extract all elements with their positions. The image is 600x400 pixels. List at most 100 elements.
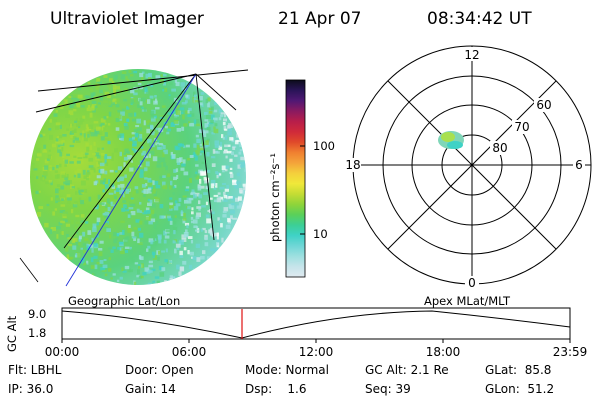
noise-pixel xyxy=(239,202,244,207)
noise-pixel xyxy=(121,248,124,251)
noise-pixel xyxy=(103,112,108,116)
noise-pixel xyxy=(164,72,170,78)
noise-pixel xyxy=(137,104,143,108)
noise-pixel xyxy=(114,148,119,153)
noise-pixel xyxy=(215,151,220,154)
noise-pixel xyxy=(106,228,111,232)
noise-pixel xyxy=(96,204,99,210)
noise-pixel xyxy=(101,147,104,150)
noise-pixel xyxy=(139,86,144,90)
noise-pixel xyxy=(161,250,166,253)
noise-pixel xyxy=(102,189,105,193)
noise-pixel xyxy=(130,99,135,104)
noise-pixel xyxy=(172,192,175,195)
noise-pixel xyxy=(160,157,166,163)
noise-pixel xyxy=(196,119,200,124)
noise-pixel xyxy=(35,190,39,194)
noise-pixel xyxy=(138,164,143,168)
noise-pixel xyxy=(183,232,189,237)
noise-pixel xyxy=(236,133,239,138)
noise-pixel xyxy=(157,139,160,144)
noise-pixel xyxy=(115,110,118,115)
noise-pixel xyxy=(127,228,133,233)
noise-pixel xyxy=(117,166,123,171)
noise-pixel xyxy=(239,188,243,193)
noise-pixel xyxy=(222,122,226,126)
noise-pixel xyxy=(125,121,129,124)
noise-pixel xyxy=(56,174,60,179)
noise-pixel xyxy=(226,150,232,154)
noise-pixel xyxy=(167,173,171,178)
noise-pixel xyxy=(140,275,144,279)
noise-pixel xyxy=(85,129,89,132)
noise-pixel xyxy=(78,121,83,125)
noise-pixel xyxy=(100,136,105,141)
noise-pixel xyxy=(234,140,239,145)
noise-pixel xyxy=(128,207,134,210)
info-ip: IP: 36.0 xyxy=(8,382,53,396)
noise-pixel xyxy=(68,95,73,98)
noise-pixel xyxy=(181,126,185,131)
noise-pixel xyxy=(133,238,136,241)
noise-pixel xyxy=(149,150,155,156)
noise-pixel xyxy=(106,116,109,119)
noise-pixel xyxy=(107,123,111,126)
noise-pixel xyxy=(182,114,185,120)
noise-pixel xyxy=(46,158,50,161)
noise-pixel xyxy=(90,167,95,171)
noise-pixel xyxy=(115,104,120,108)
noise-pixel xyxy=(33,168,38,171)
noise-pixel xyxy=(150,203,156,208)
noise-pixel xyxy=(156,157,162,160)
noise-pixel xyxy=(134,133,139,138)
noise-pixel xyxy=(59,135,63,139)
noise-pixel xyxy=(180,266,184,271)
noise-pixel xyxy=(71,130,76,133)
noise-pixel xyxy=(115,248,119,252)
noise-pixel xyxy=(77,242,81,246)
noise-pixel xyxy=(224,128,228,131)
noise-pixel xyxy=(135,125,140,128)
noise-pixel xyxy=(124,209,130,212)
noise-pixel xyxy=(239,149,244,152)
noise-pixel xyxy=(123,152,126,155)
noise-pixel xyxy=(55,188,59,194)
noise-pixel xyxy=(158,239,162,244)
noise-pixel xyxy=(142,210,148,215)
noise-pixel xyxy=(178,216,183,219)
noise-pixel xyxy=(83,152,89,155)
noise-pixel xyxy=(223,118,227,122)
noise-pixel xyxy=(201,227,206,231)
noise-pixel xyxy=(153,213,157,218)
noise-pixel xyxy=(100,118,106,123)
noise-pixel xyxy=(229,167,233,170)
noise-pixel xyxy=(234,154,238,157)
noise-pixel xyxy=(184,189,189,192)
noise-pixel xyxy=(72,139,76,143)
noise-pixel xyxy=(232,217,238,220)
noise-pixel xyxy=(114,195,117,199)
noise-pixel xyxy=(193,91,196,96)
noise-pixel xyxy=(165,165,168,171)
noise-pixel xyxy=(214,123,218,127)
noise-pixel xyxy=(104,124,108,127)
noise-pixel xyxy=(80,214,85,218)
noise-pixel xyxy=(128,104,131,108)
noise-pixel xyxy=(131,231,135,237)
noise-pixel xyxy=(203,192,208,195)
lat-label-70: 70 xyxy=(514,120,529,134)
noise-pixel xyxy=(137,238,140,244)
noise-pixel xyxy=(230,202,235,206)
noise-pixel xyxy=(124,148,129,154)
noise-pixel xyxy=(156,164,162,168)
noise-pixel xyxy=(159,175,163,180)
noise-pixel xyxy=(144,177,148,180)
noise-pixel xyxy=(63,99,68,104)
noise-pixel xyxy=(86,146,90,152)
noise-pixel xyxy=(56,225,61,230)
noise-pixel xyxy=(87,230,92,235)
noise-pixel xyxy=(169,220,173,225)
noise-pixel xyxy=(120,183,125,188)
noise-pixel xyxy=(128,250,131,256)
noise-pixel xyxy=(96,217,101,223)
